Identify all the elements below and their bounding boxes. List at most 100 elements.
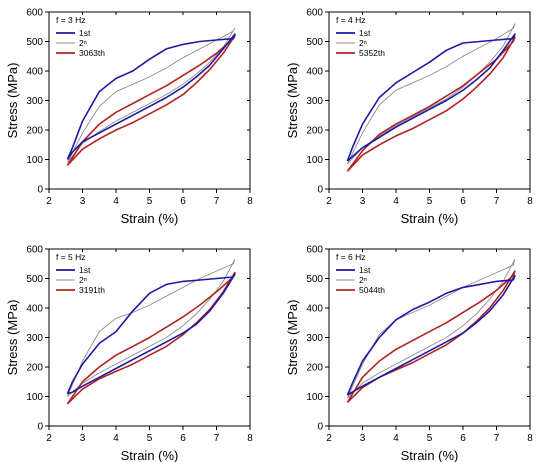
y-axis-title: Stress (MPa) xyxy=(285,63,300,139)
series-line-2 xyxy=(66,27,236,163)
x-tick-label: 3 xyxy=(80,433,86,444)
legend-label-3: 5352th xyxy=(359,48,385,58)
y-tick-label: 100 xyxy=(306,392,323,403)
series-group xyxy=(346,23,516,172)
x-tick-label: 4 xyxy=(113,196,119,207)
x-tick-label: 6 xyxy=(180,196,186,207)
x-tick-label: 6 xyxy=(460,433,466,444)
x-tick-label: 7 xyxy=(214,433,220,444)
legend-label-3: 3063th xyxy=(79,48,105,58)
y-tick-label: 500 xyxy=(26,274,43,285)
y-tick-label: 400 xyxy=(306,304,323,315)
x-axis-title: Strain (%) xyxy=(121,448,179,462)
chart-panel-2: 2 3 4 5 6 7 8 0 100 200 300 400 500 600 Strain (%) Stre… xyxy=(285,8,533,227)
y-tick-label: 500 xyxy=(306,37,323,48)
chart-panel-1: 2 3 4 5 6 7 8 0 100 200 300 400 500 600 Strain (%) Stre… xyxy=(5,8,253,227)
y-tick-label: 300 xyxy=(26,333,43,344)
series-line-2 xyxy=(346,258,516,399)
legend-label-3: 5044th xyxy=(359,285,385,295)
legend-label-1: 1st xyxy=(79,265,91,275)
x-tick-label: 2 xyxy=(46,433,52,444)
series-line-2 xyxy=(66,258,236,397)
panel-label: f = 4 Hz xyxy=(336,15,366,25)
legend-label-2: 2ⁿ xyxy=(359,275,367,285)
x-tick-label: 5 xyxy=(427,433,433,444)
x-tick-label: 4 xyxy=(393,433,399,444)
legend-label-2: 2ⁿ xyxy=(79,275,87,285)
y-tick-label: 200 xyxy=(306,363,323,374)
series-line-1 xyxy=(66,273,236,395)
x-tick-label: 4 xyxy=(113,433,119,444)
x-tick-label: 8 xyxy=(527,433,533,444)
series-line-1 xyxy=(66,33,236,160)
y-tick-label: 300 xyxy=(306,96,323,107)
y-tick-label: 500 xyxy=(26,37,43,48)
x-tick-label: 6 xyxy=(180,433,186,444)
chart-panel-4: 2 3 4 5 6 7 8 0 100 200 300 400 500 600 Strain (%) Stre… xyxy=(285,245,533,462)
y-tick-label: 200 xyxy=(26,363,43,374)
y-axis-title: Stress (MPa) xyxy=(285,300,300,376)
y-tick-label: 100 xyxy=(306,155,323,166)
legend-label-3: 3191th xyxy=(79,285,105,295)
x-tick-label: 2 xyxy=(326,433,332,444)
y-tick-label: 100 xyxy=(26,155,43,166)
series-line-1 xyxy=(346,274,516,396)
y-tick-label: 600 xyxy=(306,245,323,256)
y-tick-label: 500 xyxy=(306,274,323,285)
chart-panel-3: 2 3 4 5 6 7 8 0 100 200 300 400 500 600 Strain (%) Stre… xyxy=(5,245,253,462)
series-line-3 xyxy=(346,270,516,403)
y-tick-label: 600 xyxy=(306,8,323,19)
series-group xyxy=(66,258,236,405)
series-group xyxy=(346,258,516,403)
x-tick-label: 3 xyxy=(360,196,366,207)
x-tick-label: 3 xyxy=(80,196,86,207)
y-tick-label: 400 xyxy=(306,67,323,78)
series-group xyxy=(66,27,236,166)
y-tick-label: 600 xyxy=(26,8,43,19)
x-tick-label: 3 xyxy=(360,433,366,444)
x-tick-label: 5 xyxy=(147,196,153,207)
x-axis-title: Strain (%) xyxy=(401,211,459,226)
legend-label-2: 2ⁿ xyxy=(79,38,87,48)
series-line-3 xyxy=(346,36,516,172)
x-tick-label: 7 xyxy=(214,196,220,207)
y-tick-label: 200 xyxy=(26,126,43,137)
x-tick-label: 7 xyxy=(494,196,500,207)
x-tick-label: 8 xyxy=(527,196,533,207)
x-tick-label: 2 xyxy=(46,196,52,207)
x-tick-label: 5 xyxy=(427,196,433,207)
y-tick-label: 300 xyxy=(306,333,323,344)
y-tick-label: 400 xyxy=(26,67,43,78)
series-line-3 xyxy=(66,271,236,405)
legend-label-1: 1st xyxy=(79,28,91,38)
y-tick-label: 600 xyxy=(26,245,43,256)
x-tick-label: 4 xyxy=(393,196,399,207)
x-tick-label: 6 xyxy=(460,196,466,207)
y-tick-label: 0 xyxy=(37,185,43,196)
y-tick-label: 300 xyxy=(26,96,43,107)
series-line-2 xyxy=(346,23,516,165)
y-tick-label: 400 xyxy=(26,304,43,315)
y-tick-label: 200 xyxy=(306,126,323,137)
legend-label-2: 2ⁿ xyxy=(359,38,367,48)
legend-label-1: 1st xyxy=(359,265,371,275)
series-line-1 xyxy=(346,33,516,162)
x-axis-title: Strain (%) xyxy=(401,448,459,462)
x-tick-label: 8 xyxy=(247,196,253,207)
y-tick-label: 0 xyxy=(317,185,323,196)
x-tick-label: 5 xyxy=(147,433,153,444)
y-tick-label: 0 xyxy=(37,422,43,433)
panel-label: f = 6 Hz xyxy=(336,252,366,262)
y-tick-label: 100 xyxy=(26,392,43,403)
y-axis-title: Stress (MPa) xyxy=(5,63,20,139)
panel-label: f = 3 Hz xyxy=(56,15,86,25)
panel-label: f = 5 Hz xyxy=(56,252,86,262)
y-tick-label: 0 xyxy=(317,422,323,433)
x-axis-title: Strain (%) xyxy=(121,211,179,226)
y-axis-title: Stress (MPa) xyxy=(5,300,20,376)
x-tick-label: 7 xyxy=(494,433,500,444)
x-tick-label: 2 xyxy=(326,196,332,207)
x-tick-label: 8 xyxy=(247,433,253,444)
legend-label-1: 1st xyxy=(359,28,371,38)
